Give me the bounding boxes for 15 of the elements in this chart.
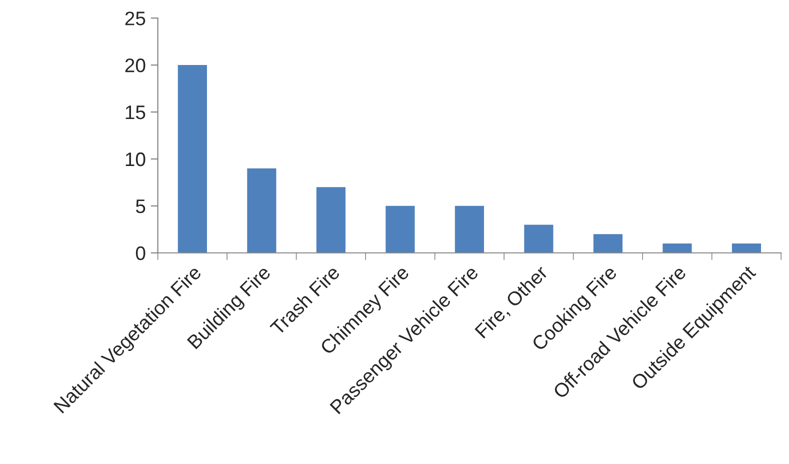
y-tick-label: 0 (136, 246, 146, 260)
y-tick-label: 25 (125, 12, 146, 26)
bar (247, 168, 276, 253)
y-tick-label: 10 (126, 152, 146, 166)
bar (662, 243, 692, 253)
bar (454, 206, 484, 253)
y-tick-label: 5 (136, 200, 146, 214)
bar (316, 187, 346, 253)
bar (732, 243, 762, 253)
bar (593, 234, 623, 253)
y-tick-label: 15 (126, 106, 146, 120)
bar (524, 224, 554, 253)
bar (386, 206, 415, 253)
bar (178, 65, 207, 253)
y-tick-label: 20 (125, 58, 146, 72)
